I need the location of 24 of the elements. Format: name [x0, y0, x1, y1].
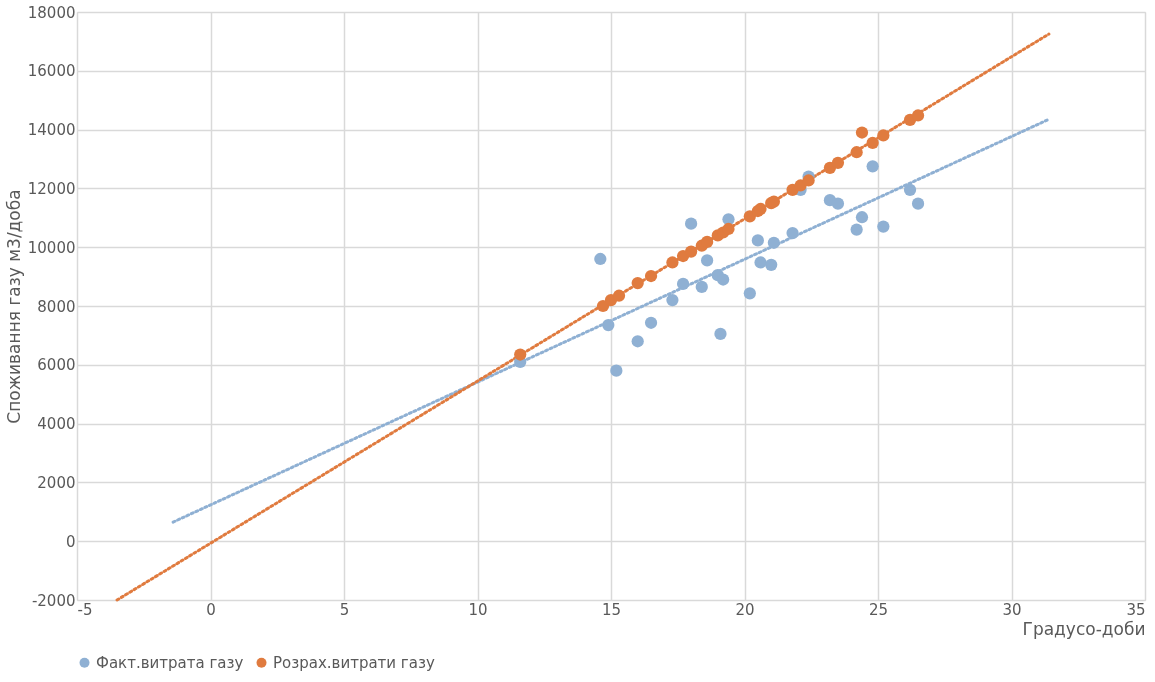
y-tick-label: 4000 — [37, 415, 76, 434]
x-tick-label: 10 — [468, 600, 488, 619]
y-tick-label: 14000 — [27, 121, 76, 140]
x-tick-label: -5 — [77, 600, 93, 619]
y-tick-label: 2000 — [37, 473, 76, 492]
x-tick-label: 15 — [601, 600, 622, 619]
x-tick-label: 30 — [1002, 600, 1022, 619]
x-tick-label: 0 — [206, 600, 216, 619]
y-tick-label: 16000 — [27, 62, 76, 81]
y-axis-title: Споживання газу м3/доба — [3, 189, 24, 424]
y-tick-label: 6000 — [37, 356, 76, 375]
x-tick-label: 5 — [339, 600, 350, 619]
y-tick-label: -2000 — [31, 591, 76, 610]
y-tick-label: 12000 — [27, 179, 76, 198]
y-tick-label: 18000 — [27, 3, 76, 22]
y-tick-label: 0 — [65, 532, 76, 551]
x-tick-label: 20 — [735, 600, 755, 619]
x-tick-label: 25 — [868, 600, 889, 619]
x-axis-title: Градусо-доби — [1022, 618, 1146, 639]
y-tick-label: 10000 — [27, 238, 76, 257]
legend-label: Факт.витрата газу — [96, 653, 244, 672]
legend-label: Розрах.витрати газу — [273, 653, 435, 672]
y-tick-label: 8000 — [37, 297, 76, 316]
x-tick-label: 35 — [1126, 600, 1146, 619]
